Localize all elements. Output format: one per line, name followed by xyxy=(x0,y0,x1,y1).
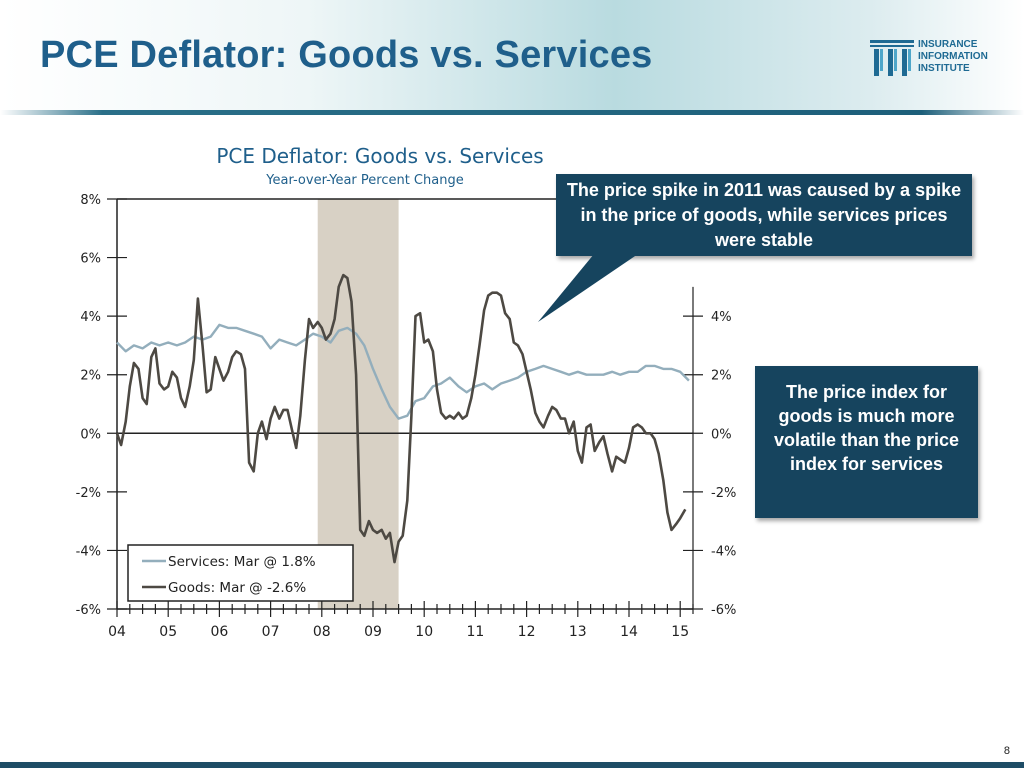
x-tick-label: 07 xyxy=(262,624,280,640)
x-tick-label: 05 xyxy=(159,624,177,640)
x-tick-label: 06 xyxy=(210,624,228,640)
x-tick-label: 08 xyxy=(313,624,331,640)
y-tick-label-right: -4% xyxy=(711,544,736,559)
services-series-line xyxy=(116,323,690,420)
logo-line-3: INSTITUTE xyxy=(918,63,970,74)
y-tick-label-left: 0% xyxy=(80,427,101,442)
y-tick-label-left: -6% xyxy=(76,603,101,618)
chart-subtitle: Year-over-Year Percent Change xyxy=(265,173,463,188)
y-tick-label-right: 2% xyxy=(711,369,732,384)
callout-volatility-text: The price index for goods is much more v… xyxy=(773,382,960,474)
footer-bar xyxy=(0,762,1024,768)
x-tick-label: 13 xyxy=(569,624,587,640)
y-tick-label-right: -2% xyxy=(711,486,736,501)
x-tick-label: 15 xyxy=(671,624,689,640)
y-tick-label-right: 4% xyxy=(711,310,732,325)
callout-volatility: The price index for goods is much more v… xyxy=(755,366,978,518)
pce-chart: PCE Deflator: Goods vs. Services Year-ov… xyxy=(76,144,737,640)
legend-label-goods: Goods: Mar @ -2.6% xyxy=(168,580,306,596)
y-tick-label-left: 8% xyxy=(80,193,101,208)
y-tick-label-left: -4% xyxy=(76,544,101,559)
y-tick-label-left: 4% xyxy=(80,310,101,325)
logo-text: INSURANCE INFORMATION INSTITUTE xyxy=(918,39,1018,75)
x-tick-label: 11 xyxy=(466,624,484,640)
y-tick-label-left: 2% xyxy=(80,369,101,384)
y-tick-label-left: 6% xyxy=(80,252,101,267)
callout-goods-spike: The price spike in 2011 was caused by a … xyxy=(556,174,972,256)
x-tick-label: 12 xyxy=(518,624,536,640)
y-tick-label-right: -6% xyxy=(711,603,736,618)
y-tick-label-right: 0% xyxy=(711,427,732,442)
logo-line-1: INSURANCE xyxy=(918,39,978,50)
x-tick-label: 09 xyxy=(364,624,382,640)
x-tick-label: 10 xyxy=(415,624,433,640)
legend-label-services: Services: Mar @ 1.8% xyxy=(168,554,316,570)
goods-series-line xyxy=(115,273,687,564)
x-tick-label: 04 xyxy=(108,624,126,640)
y-tick-label-left: -2% xyxy=(76,486,101,501)
x-tick-label: 14 xyxy=(620,624,638,640)
chart-title: PCE Deflator: Goods vs. Services xyxy=(216,144,543,168)
logo-line-2: INFORMATION xyxy=(918,51,988,62)
header-divider xyxy=(0,110,1024,115)
page-title: PCE Deflator: Goods vs. Services xyxy=(40,34,653,76)
slide-header xyxy=(0,0,1024,112)
iii-logo-icon xyxy=(870,40,914,76)
page-number: 8 xyxy=(1003,745,1010,757)
legend-box xyxy=(127,544,354,602)
callout-pointer xyxy=(538,254,638,322)
callout-goods-spike-text: The price spike in 2011 was caused by a … xyxy=(566,180,962,250)
